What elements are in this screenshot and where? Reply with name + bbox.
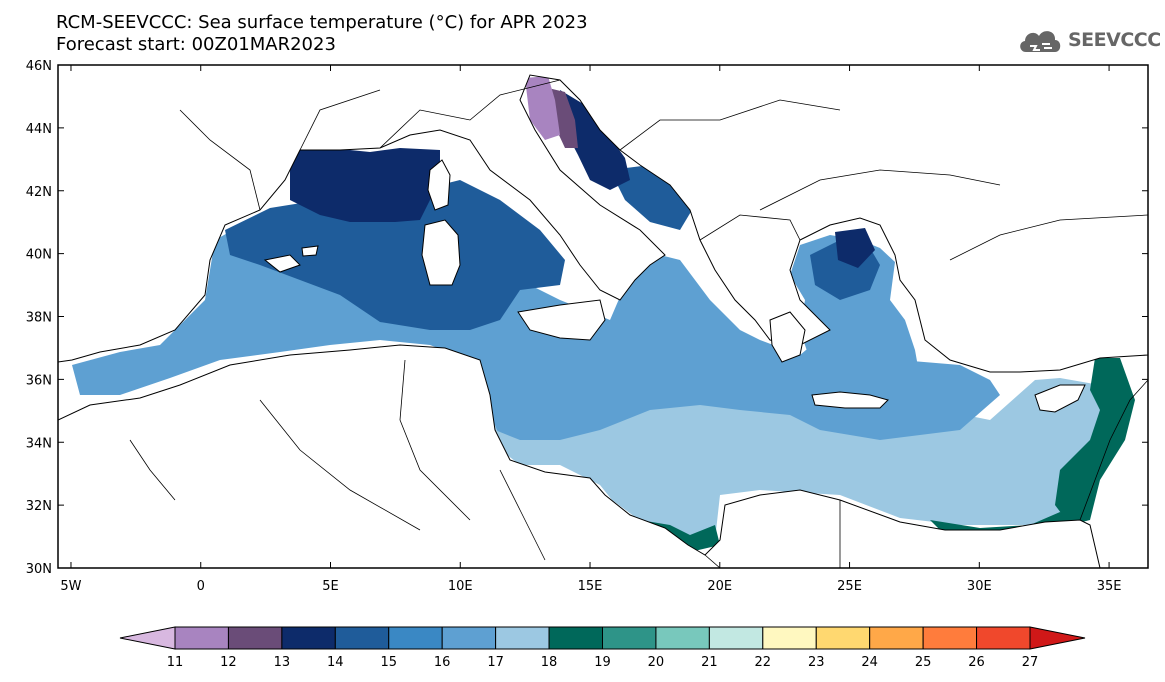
land-balearics	[263, 254, 301, 273]
land-north-africa	[58, 344, 1101, 568]
land-sardinia	[421, 219, 461, 286]
lat-tick-label: 40N	[26, 248, 52, 263]
lon-tick-label: 20E	[707, 579, 732, 594]
land-corsica	[427, 159, 451, 211]
colorbar-label: 26	[968, 655, 985, 670]
lon-tick-label: 15E	[578, 579, 603, 594]
colorbar-swatch	[388, 626, 443, 650]
colorbar-label: 27	[1022, 655, 1039, 670]
seevccc-logo: SEEVCCC	[1016, 24, 1161, 56]
colorbar-swatch	[922, 626, 978, 650]
colorbar-label: 13	[274, 655, 291, 670]
sst-zone-18-levant	[1055, 358, 1135, 525]
lon-tick-label: 5W	[60, 579, 81, 594]
land-europe	[58, 65, 1148, 373]
country-borders	[129, 79, 1148, 568]
sst-zone-15	[225, 180, 565, 330]
lon-tick-label: 0	[197, 579, 205, 594]
lat-tick-label: 30N	[26, 562, 52, 577]
colorbar-label: 15	[380, 655, 397, 670]
colorbar-label: 16	[434, 655, 451, 670]
lon-tick-label: 25E	[837, 579, 862, 594]
colorbar-swatch	[441, 626, 497, 650]
colorbar-label: 24	[861, 655, 878, 670]
lon-tick-label: 10E	[448, 579, 473, 594]
lat-tick-label: 34N	[26, 436, 52, 451]
colorbar-swatch	[548, 626, 603, 650]
colorbar-swatch	[334, 626, 390, 650]
lat-tick-label: 32N	[26, 499, 52, 514]
colorbar-label: 21	[701, 655, 718, 670]
colorbar-label: 22	[755, 655, 772, 670]
land-menorca	[301, 245, 319, 257]
lon-tick-label: 35E	[1097, 579, 1122, 594]
sst-zone-14-aegean	[835, 228, 875, 268]
colorbar-swatch	[655, 626, 710, 650]
lon-tick-label: 30E	[967, 579, 992, 594]
sst-zone-14	[290, 148, 440, 222]
sst-zone-13	[548, 88, 578, 148]
lat-tick-label: 42N	[26, 185, 52, 200]
lon-tick-label: 5E	[322, 579, 339, 594]
colorbar-swatch	[495, 626, 550, 650]
colorbar-high-arrow	[1029, 626, 1086, 650]
colorbar-label: 19	[594, 655, 611, 670]
title-line-2: Forecast start: 00Z01MAR2023	[56, 34, 336, 55]
land-outline	[58, 65, 1148, 568]
colorbar-label: 20	[648, 655, 665, 670]
colorbar-swatch	[869, 626, 924, 650]
sea-temperature-field	[58, 65, 1148, 568]
lat-tick-label: 38N	[26, 311, 52, 326]
colorbar-label: 17	[487, 655, 504, 670]
sst-zone-14-adriatic	[560, 90, 630, 190]
colorbar-label: 11	[167, 655, 184, 670]
sst-zone-12	[525, 76, 560, 140]
lat-tick-label: 46N	[26, 59, 52, 74]
colorbar-label: 14	[327, 655, 344, 670]
colorbar: 11 12 13 14 15 16 17 18 19 20 21 22 23 24 25 26 27	[119, 626, 1086, 670]
colorbar-low-arrow	[119, 626, 176, 650]
colorbar-swatch	[174, 626, 229, 650]
title-line-1: RCM-SEEVCCC: Sea surface temperature (°C…	[56, 12, 588, 33]
colorbar-swatch	[708, 626, 764, 650]
colorbar-swatch	[227, 626, 283, 650]
lat-tick-label: 36N	[26, 373, 52, 388]
colorbar-swatch	[762, 626, 817, 650]
colorbar-label: 25	[915, 655, 932, 670]
land-sicily	[517, 299, 606, 341]
colorbar-label: 12	[220, 655, 237, 670]
lat-tick-label: 44N	[26, 122, 52, 137]
colorbar-swatch	[815, 626, 871, 650]
colorbar-label: 23	[808, 655, 825, 670]
land-crete	[811, 391, 889, 409]
land-cyprus	[1034, 384, 1086, 413]
colorbar-swatch	[602, 626, 657, 650]
colorbar-label: 18	[541, 655, 558, 670]
colorbar-swatch	[281, 626, 336, 650]
latitude-axis: 46N 44N 42N 40N 38N 36N 34N 32N 30N	[26, 59, 1148, 577]
cloud-icon	[1020, 31, 1061, 52]
logo-text: SEEVCCC	[1068, 29, 1161, 51]
chart-title: RCM-SEEVCCC: Sea surface temperature (°C…	[56, 12, 588, 56]
colorbar-swatch	[976, 626, 1031, 650]
longitude-axis: 5W 0 5E 10E 15E 20E 25E 30E 35E	[60, 65, 1121, 594]
land-peloponnese	[769, 311, 806, 363]
